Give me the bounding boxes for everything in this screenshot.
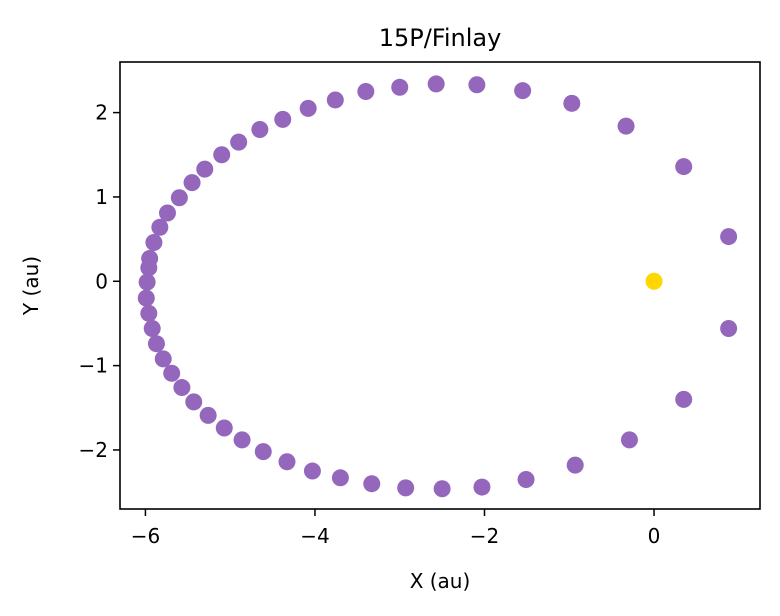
orbit-point	[140, 259, 158, 277]
orbit-point	[140, 304, 158, 322]
orbit-point	[617, 117, 635, 135]
orbit-point	[433, 480, 451, 498]
x-tick-label: 0	[648, 524, 661, 548]
orbit-point	[233, 431, 251, 449]
x-tick-label: −4	[300, 524, 329, 548]
orbit-point	[326, 91, 344, 109]
orbit-point	[154, 350, 172, 368]
orbit-point	[147, 335, 165, 353]
orbit-point	[620, 431, 638, 449]
orbit-point	[158, 204, 176, 222]
orbit-point	[196, 160, 214, 178]
y-tick-label: −1	[79, 354, 108, 378]
y-tick-label: 2	[95, 101, 108, 125]
scatter-points	[137, 75, 738, 498]
orbit-point	[427, 75, 445, 93]
orbit-point	[173, 379, 191, 397]
x-tick-label: −6	[131, 524, 160, 548]
sun-point	[645, 272, 663, 290]
orbit-point	[397, 479, 415, 497]
orbit-point	[720, 320, 738, 338]
x-axis-ticks: −6 −4 −2 0	[131, 509, 661, 548]
orbit-point	[675, 390, 693, 408]
orbit-point	[254, 443, 272, 461]
y-tick-label: 1	[95, 185, 108, 209]
orbit-point	[299, 99, 317, 117]
x-axis-label: X (au)	[410, 569, 471, 593]
orbit-point	[566, 456, 584, 474]
orbit-point	[278, 453, 296, 471]
y-axis-label: Y (au)	[19, 256, 43, 316]
orbit-point	[563, 94, 581, 112]
orbit-point	[251, 120, 269, 138]
orbit-point	[170, 189, 188, 207]
orbit-point	[151, 218, 169, 236]
plot-area	[119, 61, 761, 510]
y-tick-label: 0	[95, 269, 108, 293]
orbit-point	[303, 462, 321, 480]
orbit-point	[274, 110, 292, 128]
orbit-point	[183, 174, 201, 192]
orbit-point	[230, 133, 248, 151]
y-tick-label: −2	[79, 438, 108, 462]
orbit-point	[163, 364, 181, 382]
orbit-point	[720, 228, 738, 246]
orbit-point	[143, 320, 161, 338]
orbit-point	[137, 289, 155, 307]
orbit-point	[138, 273, 156, 291]
orbit-point	[185, 393, 203, 411]
orbit-point	[468, 76, 486, 94]
chart-title: 15P/Finlay	[379, 24, 502, 52]
orbit-point	[517, 470, 535, 488]
orbit-point	[215, 419, 233, 437]
orbit-point	[357, 83, 375, 101]
orbit-point	[363, 475, 381, 493]
orbit-point	[145, 233, 163, 251]
orbit-point	[213, 146, 231, 164]
orbit-point	[675, 158, 693, 176]
orbit-point	[473, 478, 491, 496]
orbit-point	[391, 78, 409, 96]
orbit-point	[514, 82, 532, 100]
orbit-point	[199, 406, 217, 424]
orbit-point	[331, 469, 349, 487]
y-axis-ticks: −2 −1 0 1 2	[79, 101, 120, 462]
x-tick-label: −2	[470, 524, 499, 548]
